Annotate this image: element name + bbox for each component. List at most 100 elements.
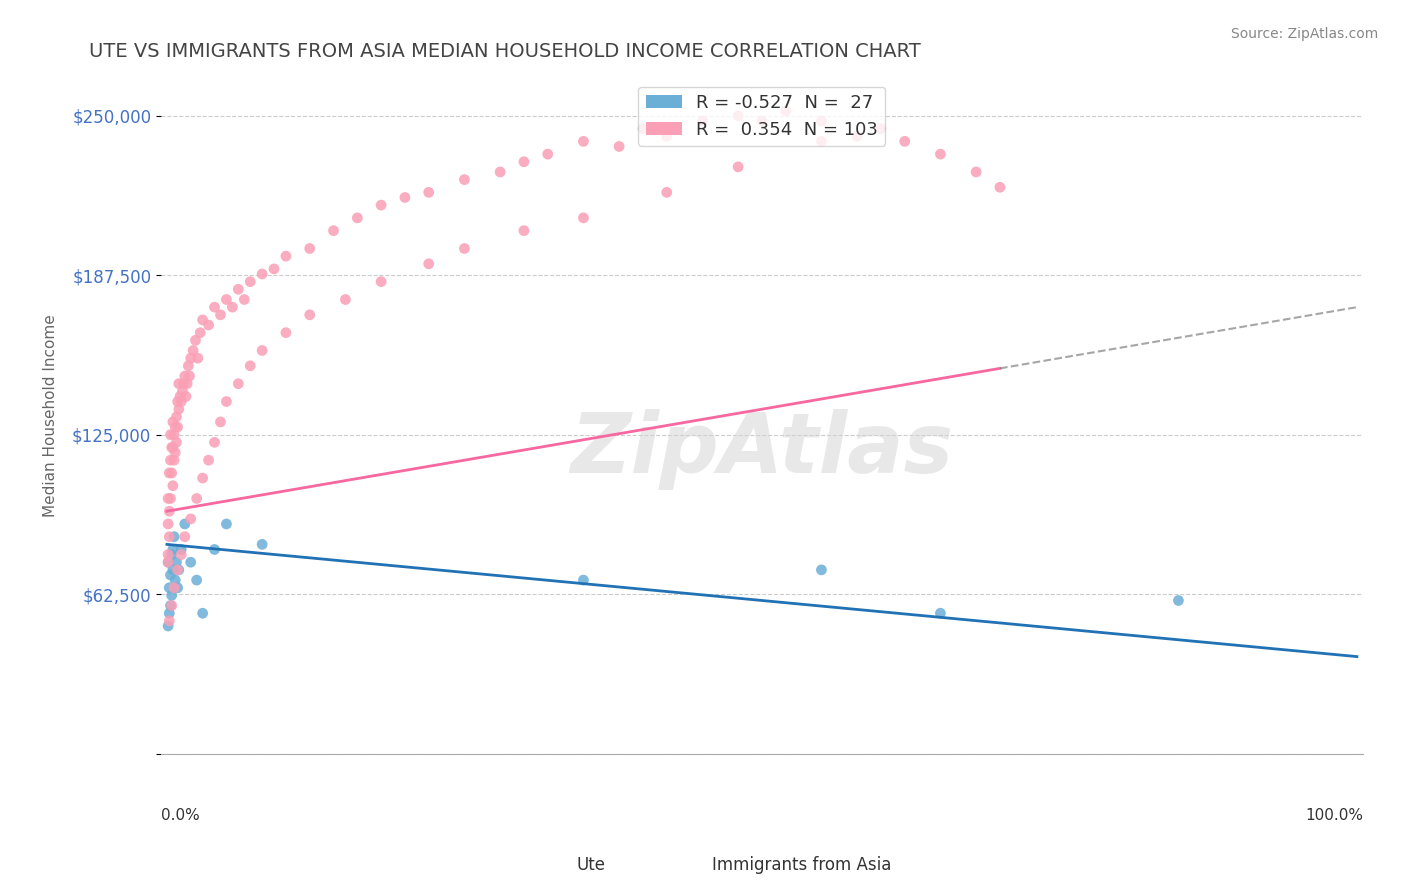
Point: [204, 300, 226, 314]
Point: [929, 147, 952, 161]
Point: [174, 389, 197, 403]
Point: [173, 516, 195, 531]
Point: [298, 308, 321, 322]
Point: [186, 573, 208, 587]
Legend: R = -0.527  N =  27, R =  0.354  N = 103: R = -0.527 N = 27, R = 0.354 N = 103: [638, 87, 886, 146]
Point: [167, 376, 190, 391]
Point: [418, 257, 440, 271]
Point: [453, 172, 475, 186]
Point: [572, 134, 595, 148]
Point: [191, 606, 214, 620]
Point: [298, 242, 321, 256]
Point: [250, 267, 273, 281]
Text: Source: ZipAtlas.com: Source: ZipAtlas.com: [1230, 27, 1378, 41]
Point: [173, 376, 195, 391]
Point: [163, 453, 186, 467]
Point: [335, 293, 357, 307]
Point: [631, 121, 654, 136]
Point: [370, 198, 392, 212]
Point: [177, 359, 200, 373]
Text: ZipAtlas: ZipAtlas: [571, 409, 953, 490]
Point: [274, 326, 297, 340]
Point: [180, 512, 202, 526]
Point: [250, 537, 273, 551]
Point: [929, 606, 952, 620]
Point: [418, 186, 440, 200]
Point: [172, 384, 194, 399]
Point: [165, 445, 187, 459]
Point: [239, 275, 262, 289]
Point: [160, 588, 183, 602]
Text: UTE VS IMMIGRANTS FROM ASIA MEDIAN HOUSEHOLD INCOME CORRELATION CHART: UTE VS IMMIGRANTS FROM ASIA MEDIAN HOUSE…: [89, 42, 921, 61]
Point: [184, 334, 207, 348]
Point: [173, 369, 195, 384]
Point: [163, 427, 186, 442]
Point: [181, 343, 204, 358]
Point: [239, 359, 262, 373]
Point: [233, 293, 256, 307]
Point: [274, 249, 297, 263]
Point: [170, 542, 193, 557]
Point: [157, 619, 180, 633]
Point: [810, 114, 832, 128]
Point: [180, 555, 202, 569]
Point: [157, 581, 180, 595]
Point: [513, 224, 536, 238]
Point: [165, 420, 187, 434]
Point: [870, 121, 893, 136]
Point: [209, 308, 232, 322]
Point: [607, 139, 630, 153]
Point: [159, 491, 181, 506]
Text: 100.0%: 100.0%: [1305, 807, 1362, 822]
Point: [322, 224, 344, 238]
Point: [215, 516, 238, 531]
Point: [727, 109, 749, 123]
Point: [167, 563, 190, 577]
Point: [221, 300, 243, 314]
Point: [160, 548, 183, 562]
Point: [191, 471, 214, 485]
Point: [775, 103, 797, 118]
Point: [394, 190, 416, 204]
Point: [513, 154, 536, 169]
Point: [572, 211, 595, 225]
Point: [197, 453, 219, 467]
Point: [191, 313, 214, 327]
Point: [489, 165, 512, 179]
Point: [176, 376, 198, 391]
Point: [727, 160, 749, 174]
Point: [346, 211, 368, 225]
Point: [215, 394, 238, 409]
Point: [187, 351, 209, 366]
Point: [250, 343, 273, 358]
Point: [157, 466, 180, 480]
Point: [159, 599, 181, 613]
Point: [170, 394, 193, 409]
Point: [228, 376, 250, 391]
Point: [965, 165, 987, 179]
Point: [188, 326, 211, 340]
Point: [180, 351, 202, 366]
Point: [370, 275, 392, 289]
Text: 0.0%: 0.0%: [160, 807, 200, 822]
Point: [166, 563, 188, 577]
Point: [157, 516, 180, 531]
Point: [179, 369, 201, 384]
Point: [810, 134, 832, 148]
Point: [655, 186, 678, 200]
Point: [165, 435, 187, 450]
Point: [988, 180, 1011, 194]
Point: [157, 606, 180, 620]
Point: [157, 555, 180, 569]
Point: [197, 318, 219, 332]
Point: [157, 548, 180, 562]
Point: [157, 530, 180, 544]
Point: [166, 581, 188, 595]
Point: [159, 427, 181, 442]
Point: [157, 504, 180, 518]
Point: [163, 530, 186, 544]
Point: [157, 491, 180, 506]
Point: [165, 555, 187, 569]
Point: [846, 129, 869, 144]
Y-axis label: Median Household Income: Median Household Income: [44, 314, 58, 517]
